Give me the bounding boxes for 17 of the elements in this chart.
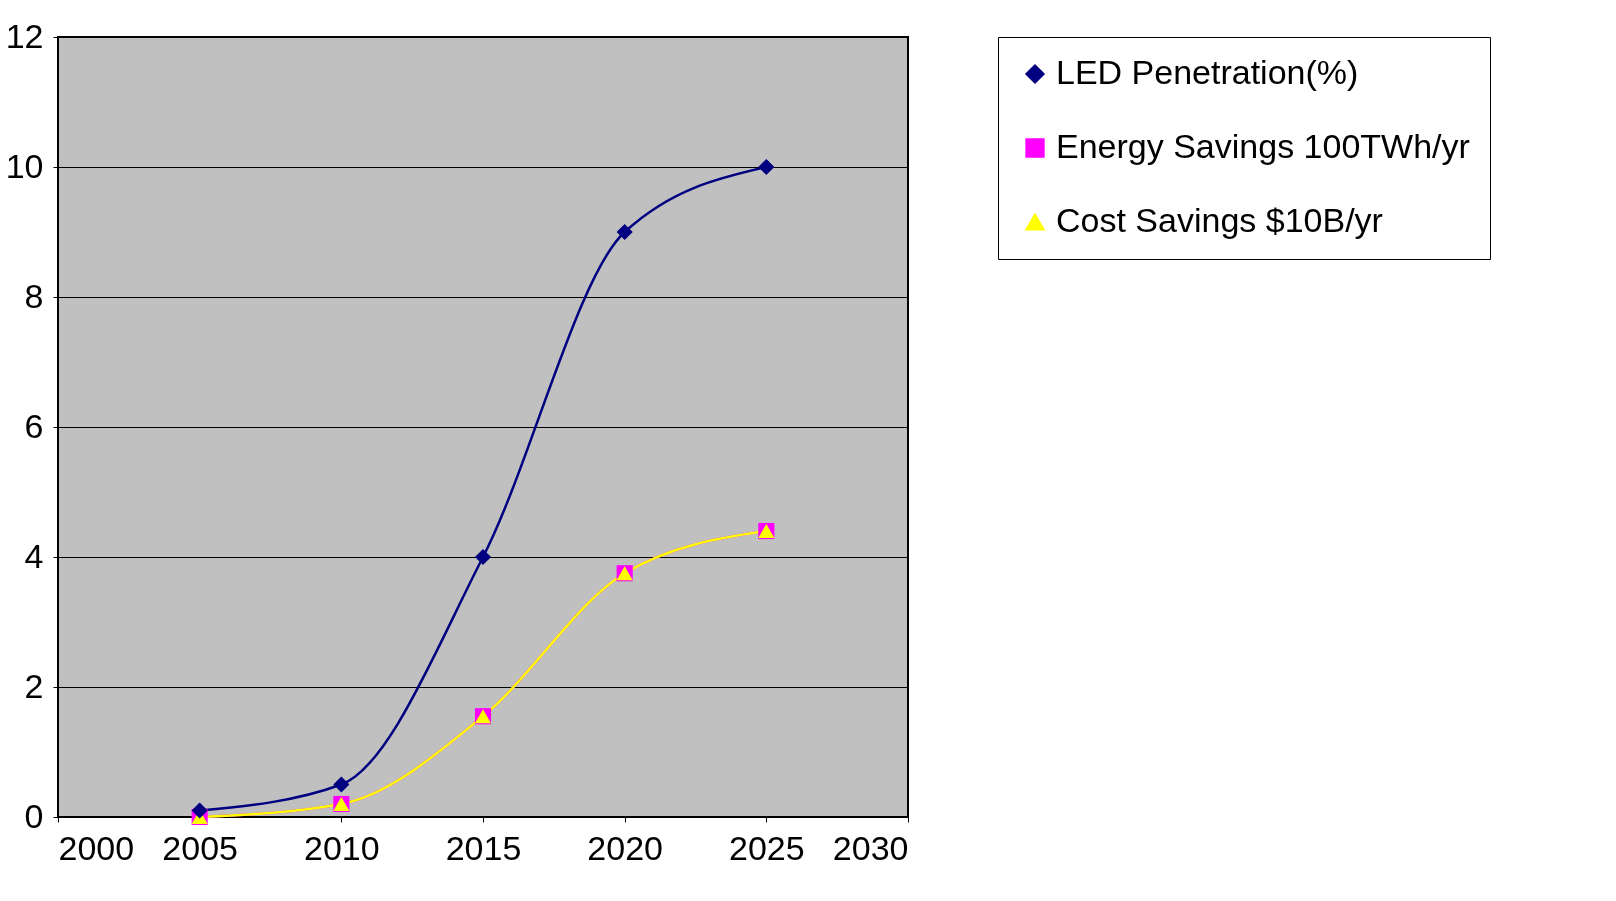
x-tick-label: 2010 [304,828,380,867]
y-tick-label: 6 [24,406,44,445]
x-tick-label: 2015 [445,828,522,867]
y-tick-label: 0 [24,796,44,835]
y-tick-label: 4 [24,536,44,575]
x-tick-label: 2005 [162,828,238,867]
y-tick-label: 8 [24,276,44,315]
y-tick-label: 10 [5,146,44,185]
y-tick-label: 2 [24,666,44,705]
x-tick-label: 2000 [58,828,135,867]
legend-label: Cost Savings $10B/yr [1056,201,1383,239]
x-tick-label: 2020 [587,828,663,867]
x-tick-label: 2030 [832,828,909,867]
legend-label: Energy Savings 100TWh/yr [1056,127,1470,165]
y-tick-label: 12 [5,16,44,55]
x-tick-label: 2025 [729,828,805,867]
legend-label: LED Penetration(%) [1056,53,1359,91]
